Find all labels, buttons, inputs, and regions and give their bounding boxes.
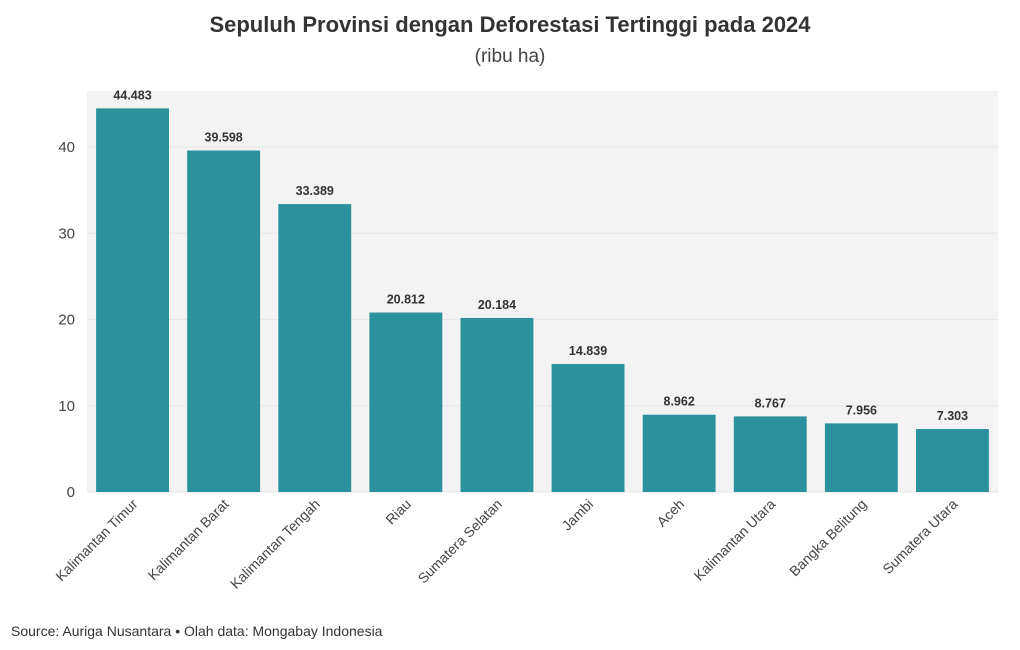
data-label: 14.839: [569, 344, 607, 358]
data-label: 44.483: [113, 88, 151, 102]
bars: [96, 108, 989, 492]
data-label: 20.184: [478, 298, 516, 312]
data-label: 7.303: [937, 409, 968, 423]
bar: [916, 429, 989, 492]
bar: [96, 108, 169, 492]
y-tick-label: 30: [58, 225, 75, 242]
chart-subtitle: (ribu ha): [475, 46, 546, 67]
chart-title: Sepuluh Provinsi dengan Deforestasi Tert…: [209, 12, 811, 37]
bar: [824, 423, 898, 492]
x-tick-label: Kalimantan Barat: [145, 496, 232, 583]
bar: [278, 204, 352, 492]
data-labels: 44.483 39.598 33.389 20.812 20.184 14.839 8.96…: [113, 88, 968, 423]
y-tick-label: 40: [58, 139, 75, 156]
source-note: Source: Auriga Nusantara • Olah data: Mo…: [11, 623, 383, 639]
x-tick-label: Riau: [382, 496, 414, 528]
y-tick-label: 10: [58, 398, 75, 415]
x-axis: Kalimantan Timur Kalimantan BaratKalimant…: [52, 496, 960, 592]
bar: [187, 150, 261, 492]
data-label: 33.389: [296, 184, 334, 198]
y-tick-label: 0: [67, 484, 75, 501]
data-label: 39.598: [205, 131, 243, 145]
x-tick-label: Kalimantan Tengah: [227, 496, 323, 592]
x-tick-label: Sumatera Selatan: [415, 496, 506, 587]
x-tick-label: Aceh: [653, 496, 687, 530]
bar: [551, 364, 625, 492]
data-label: 20.812: [387, 293, 425, 307]
x-tick-label: Sumatera Utara: [879, 496, 960, 577]
data-label: 7.956: [846, 403, 877, 417]
y-tick-label: 20: [58, 312, 75, 329]
y-axis: 0 10 20 30 40: [58, 139, 75, 501]
bar: [642, 414, 716, 492]
x-tick-label: Jambi: [558, 496, 596, 534]
bar: [369, 312, 443, 492]
x-tick-label: Kalimantan Timur: [52, 496, 141, 585]
data-label: 8.962: [664, 395, 695, 409]
bar: [733, 416, 807, 492]
data-label: 8.767: [755, 396, 786, 410]
bar: [460, 317, 534, 492]
x-tick-label: Kalimantan Utara: [691, 496, 779, 584]
x-tick-label: Bangka Belitung: [786, 496, 869, 579]
